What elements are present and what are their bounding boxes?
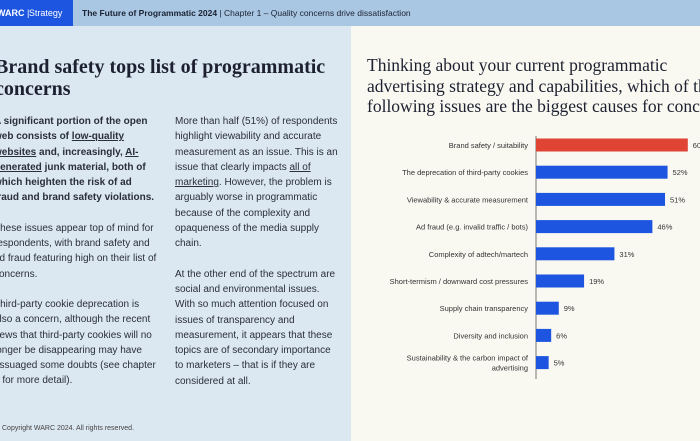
category-label: Supply chain transparency [440,304,529,313]
text: . However, the problem is arguably worse… [175,177,332,250]
text-column-2: More than half (51%) of respondents high… [175,114,340,404]
data-label: 6% [556,331,567,340]
chart-panel: Thinking about your current programmatic… [351,26,700,441]
data-label: 52% [673,168,688,177]
paragraph: More than half (51%) of respondents high… [175,114,340,252]
category-label: Brand safety / suitability [449,141,528,150]
text: junk material, both of which heighten th… [0,161,155,204]
category-label: Diversity and inclusion [453,331,528,340]
text: More than half (51%) of respondents high… [175,116,338,173]
bar [536,301,559,315]
bar-chart: 60% Brand safety / suitability 52% The depr… [390,136,700,380]
bar [536,165,668,179]
paragraph: These issues appear top of mind for resp… [0,222,157,280]
ai-generated-link[interactable]: AI-generated [0,146,139,173]
paragraph: At the other end of the spectrum are soc… [175,268,336,387]
data-label: 51% [670,195,685,204]
category-label: Sustainability & the carbon impact of [407,354,529,363]
data-label: 31% [619,250,634,259]
chart-title-line: Thinking about your current programmatic [367,55,668,75]
chart-title-line: following issues are the biggest causes … [367,96,700,116]
data-label: 60% [693,141,700,150]
chapter-title: Chapter 1 – Quality concerns drive dissa… [224,8,411,18]
chart-title-line: advertising strategy and capabilities, w… [367,75,700,96]
category-label: advertising [492,364,528,373]
breadcrumb: The Future of Programmatic 2024 | Chapte… [82,8,411,18]
bar [536,220,653,234]
category-label: Complexity of adtech/martech [429,250,528,259]
category-label: Ad fraud (e.g. invalid traffic / bots) [416,223,529,232]
data-label: 19% [589,277,604,286]
all-of-marketing-link[interactable]: all of marketing [175,161,311,189]
bar [536,247,615,261]
brand-badge[interactable]: WARC | Strategy [0,0,73,26]
category-label: Short-termism / downward cost pressures [390,277,529,286]
bar [536,274,585,288]
report-title: The Future of Programmatic 2024 [82,8,218,18]
page-title: Brand safety tops list of programmatic c… [0,56,326,100]
bar [536,356,549,370]
bar [536,192,666,206]
bar [536,328,552,342]
category-label: The deprecation of third-party cookies [402,168,528,177]
text: and, increasingly, [36,146,126,158]
data-label: 9% [564,304,575,313]
brand-name: WARC [0,8,25,18]
low-quality-websites-link[interactable]: low-quality websites [0,131,125,158]
paragraph: Third-party cookie deprecation is also a… [0,298,156,387]
chart-title: Thinking about your current programmatic… [367,55,700,117]
intro-paragraph: A significant portion of the open web co… [0,114,159,206]
bar [536,138,688,152]
category-label: Viewability & accurate measurement [407,195,529,204]
copyright: Copyright WARC 2024. All rights reserved… [2,425,135,432]
text-panel: Brand safety tops list of programmatic c… [0,26,351,441]
data-label: 46% [657,223,672,232]
header-bar: WARC | Strategy The Future of Programmat… [0,0,700,26]
text: A significant portion of the open web co… [0,116,148,143]
text-column-1: A significant portion of the open web co… [0,114,159,404]
data-label: 5% [554,359,565,368]
section-name: Strategy [28,8,63,18]
